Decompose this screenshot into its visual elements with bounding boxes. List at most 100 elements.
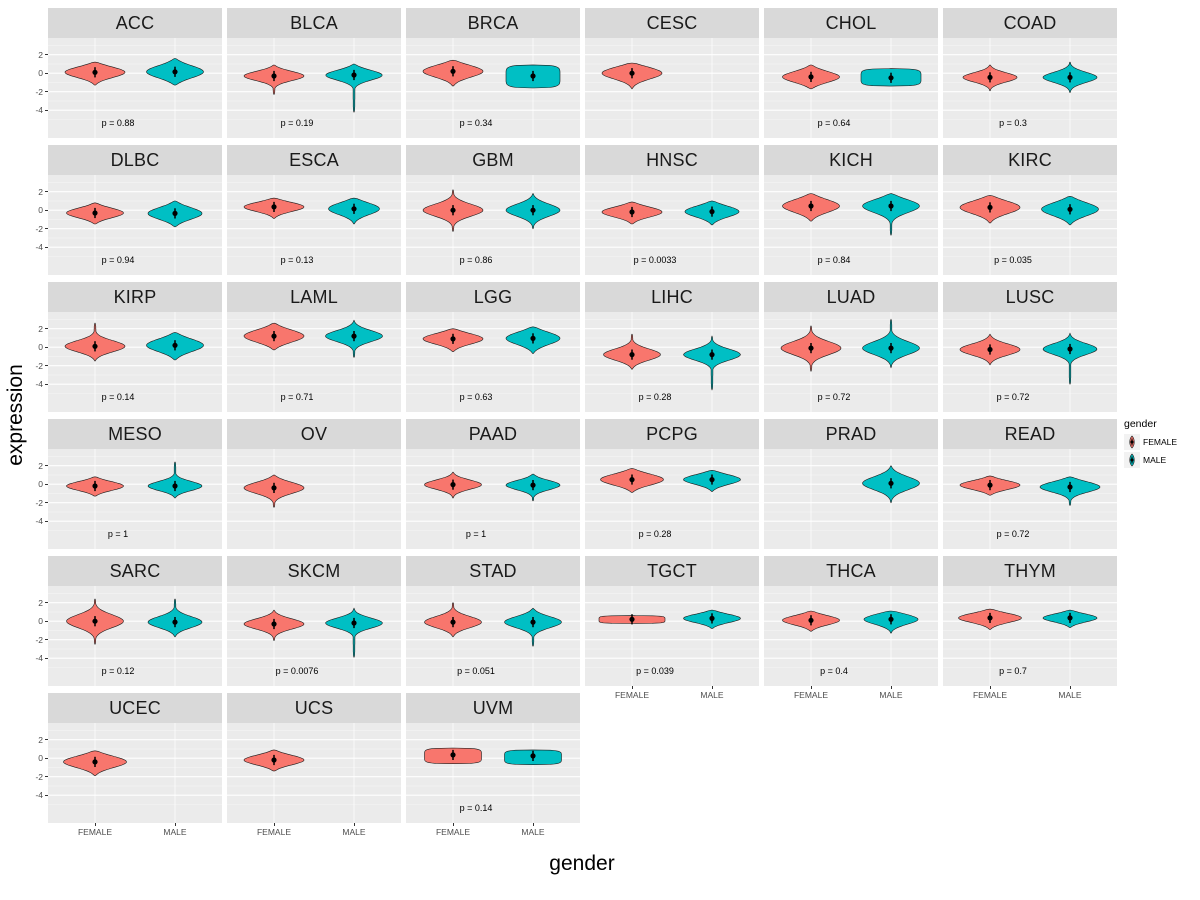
facet-GBM: GBM p = 0.86: [406, 145, 580, 275]
x-tick-mark: [354, 823, 355, 826]
y-tick-label: 2: [38, 49, 43, 60]
p-value-label: p = 0.039: [636, 666, 674, 676]
y-tick-label: 0: [38, 616, 43, 627]
p-value-label: p = 0.88: [102, 118, 135, 128]
facet-panel: [227, 449, 401, 549]
x-tick-mark: [533, 823, 534, 826]
median-point: [271, 204, 277, 210]
facet-LAML: LAML p = 0.71: [227, 282, 401, 412]
x-tick-mark: [274, 823, 275, 826]
facet-READ: READ p = 0.72: [943, 419, 1117, 549]
facet-panel: p = 0.84: [764, 175, 938, 275]
facet-title: HNSC: [646, 149, 698, 170]
facet-title: CESC: [646, 12, 698, 33]
panel-background: [585, 38, 759, 138]
facet-title: COAD: [1003, 12, 1057, 33]
facet-PCPG: PCPG p = 0.28: [585, 419, 759, 549]
facet-panel: p = 0.64: [764, 38, 938, 138]
facet-title: OV: [300, 423, 328, 444]
y-tick-mark: [45, 620, 48, 622]
facet-strip: THYM: [943, 556, 1117, 586]
facet-strip: BLCA: [227, 8, 401, 38]
facet-THYM: THYM p = 0.7: [943, 556, 1117, 686]
facet-BLCA: BLCA p = 0.19: [227, 8, 401, 138]
median-point: [530, 335, 536, 341]
facet-strip: PAAD: [406, 419, 580, 449]
facet-title: ESCA: [289, 149, 339, 170]
facet-DLBC: DLBC p = 0.94: [48, 145, 222, 275]
panel-background: [406, 449, 580, 549]
facet-COAD: COAD p = 0.3: [943, 8, 1117, 138]
p-value-label: p = 0.72: [818, 392, 851, 402]
p-value-label: p = 0.4: [820, 666, 848, 676]
median-point: [92, 343, 98, 349]
facet-title: STAD: [469, 560, 517, 581]
median-point: [888, 480, 894, 486]
facet-strip: COAD: [943, 8, 1117, 38]
facet-HNSC: HNSC p = 0.0033: [585, 145, 759, 275]
facet-panel: p = 0.0033: [585, 175, 759, 275]
x-tick-label: FEMALE: [614, 690, 649, 700]
p-value-label: p = 0.94: [102, 255, 135, 265]
x-tick-label: FEMALE: [256, 827, 291, 837]
y-tick-mark: [45, 776, 48, 778]
y-tick-mark: [45, 520, 48, 522]
legend-item-male: MALE: [1124, 452, 1177, 468]
y-tick-mark: [45, 502, 48, 504]
y-tick-label: -4: [35, 653, 43, 664]
median-point: [629, 477, 635, 483]
median-point: [1067, 74, 1073, 80]
panel-background: [48, 723, 222, 823]
facet-panel: [48, 723, 222, 823]
median-point: [92, 210, 98, 216]
median-point: [271, 621, 277, 627]
facet-strip: LIHC: [585, 282, 759, 312]
facet-PAAD: PAAD p = 1: [406, 419, 580, 549]
facet-title: KICH: [829, 149, 873, 170]
facet-title: GBM: [472, 149, 514, 170]
x-axis-title: gender: [549, 852, 615, 875]
facet-title: SARC: [109, 560, 161, 581]
y-tick-mark: [45, 328, 48, 330]
y-tick-mark: [45, 54, 48, 56]
y-tick-label: -2: [35, 86, 43, 97]
facet-strip: HNSC: [585, 145, 759, 175]
legend: gender FEMALE MALE: [1124, 418, 1177, 470]
facet-strip: LGG: [406, 282, 580, 312]
facet-strip: SARC: [48, 556, 222, 586]
median-point: [450, 68, 456, 74]
facet-panel: p = 0.4: [764, 586, 938, 686]
x-tick-label: MALE: [879, 690, 903, 700]
facet-STAD: STAD p = 0.051: [406, 556, 580, 686]
facet-KIRP: KIRP p = 0.14: [48, 282, 222, 412]
y-tick-label: 0: [38, 479, 43, 490]
median-point: [808, 74, 814, 80]
median-point: [987, 74, 993, 80]
median-point: [172, 483, 178, 489]
median-point: [92, 618, 98, 624]
facet-panel: p = 0.12: [48, 586, 222, 686]
facet-LIHC: LIHC p = 0.28: [585, 282, 759, 412]
y-tick-label: -4: [35, 242, 43, 253]
median-point: [1067, 206, 1073, 212]
y-tick-label: 0: [38, 753, 43, 764]
median-point: [271, 485, 277, 491]
facet-strip: UVM: [406, 693, 580, 723]
x-tick-label: FEMALE: [77, 827, 112, 837]
facet-panel: p = 0.86: [406, 175, 580, 275]
legend-label: MALE: [1143, 455, 1167, 465]
violin-male: [1042, 332, 1098, 385]
y-tick-mark: [45, 91, 48, 93]
facet-title: TGCT: [647, 560, 697, 581]
panel-background: [764, 449, 938, 549]
facet-title: DLBC: [110, 149, 160, 170]
median-point: [450, 619, 456, 625]
x-tick-label: FEMALE: [793, 690, 828, 700]
x-tick-mark: [175, 823, 176, 826]
panel-background: [764, 586, 938, 686]
median-point: [629, 352, 635, 358]
panel-background: [48, 312, 222, 412]
facet-strip: LAML: [227, 282, 401, 312]
violin-key-icon: [1124, 452, 1140, 468]
violin-male: [325, 607, 383, 659]
